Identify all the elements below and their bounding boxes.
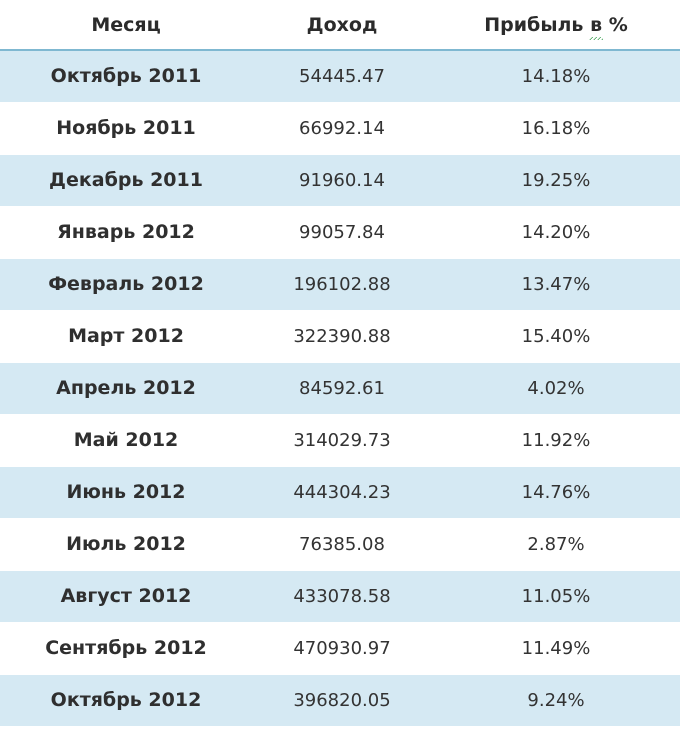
header-row: Месяц Доход Прибыль в % — [0, 0, 680, 51]
cell-month: Июль 2012 — [0, 517, 252, 570]
cell-income: 396820.05 — [252, 673, 432, 726]
table-row: Май 2012 314029.73 11.92% — [0, 413, 680, 466]
table-header: Месяц Доход Прибыль в % — [0, 0, 680, 51]
cell-income: 76385.08 — [252, 517, 432, 570]
table-row: Апрель 2012 84592.61 4.02% — [0, 361, 680, 414]
cell-income: 84592.61 — [252, 361, 432, 414]
table-row: Июнь 2012 444304.23 14.76% — [0, 465, 680, 518]
table-row: Декабрь 2011 91960.14 19.25% — [0, 153, 680, 206]
table-row: Июль 2012 76385.08 2.87% — [0, 517, 680, 570]
header-profit-label: Прибыль в % — [484, 13, 628, 40]
cell-month: Октябрь 2011 — [0, 49, 252, 102]
cell-income: 322390.88 — [252, 309, 432, 362]
cell-month: Октябрь 2012 — [0, 673, 252, 726]
header-income: Доход — [252, 0, 432, 51]
cell-profit: 11.49% — [432, 621, 680, 674]
cell-income: 433078.58 — [252, 569, 432, 622]
cell-profit: 11.05% — [432, 569, 680, 622]
cell-income: 99057.84 — [252, 205, 432, 258]
cell-profit: 16.18% — [432, 101, 680, 154]
cell-month: Декабрь 2011 — [0, 153, 252, 206]
cell-month: Апрель 2012 — [0, 361, 252, 414]
table-row: Сентябрь 2012 470930.97 11.49% — [0, 621, 680, 674]
cell-profit: 14.18% — [432, 49, 680, 102]
cell-profit: 19.25% — [432, 153, 680, 206]
cell-month: Август 2012 — [0, 569, 252, 622]
table-row: Январь 2012 99057.84 14.20% — [0, 205, 680, 258]
cell-month: Ноябрь 2011 — [0, 101, 252, 154]
table-row: Март 2012 322390.88 15.40% — [0, 309, 680, 362]
spellcheck-word: в — [589, 13, 604, 40]
table-row: Октябрь 2012 396820.05 9.24% — [0, 673, 680, 726]
cell-income: 444304.23 — [252, 465, 432, 518]
cell-income: 66992.14 — [252, 101, 432, 154]
table-body: Октябрь 2011 54445.47 14.18% Ноябрь 2011 669… — [0, 49, 680, 726]
table-row: Август 2012 433078.58 11.05% — [0, 569, 680, 622]
cell-profit: 11.92% — [432, 413, 680, 466]
cell-month: Январь 2012 — [0, 205, 252, 258]
cell-profit: 14.76% — [432, 465, 680, 518]
table-row: Февраль 2012 196102.88 13.47% — [0, 257, 680, 310]
cell-month: Февраль 2012 — [0, 257, 252, 310]
cell-profit: 9.24% — [432, 673, 680, 726]
cell-profit: 15.40% — [432, 309, 680, 362]
cell-month: Март 2012 — [0, 309, 252, 362]
table-row: Октябрь 2011 54445.47 14.18% — [0, 49, 680, 102]
header-profit: Прибыль в % — [432, 0, 680, 51]
cell-income: 91960.14 — [252, 153, 432, 206]
cell-profit: 14.20% — [432, 205, 680, 258]
cell-month: Сентябрь 2012 — [0, 621, 252, 674]
cell-income: 470930.97 — [252, 621, 432, 674]
cell-profit: 2.87% — [432, 517, 680, 570]
cell-profit: 4.02% — [432, 361, 680, 414]
header-month: Месяц — [0, 0, 252, 51]
cell-income: 314029.73 — [252, 413, 432, 466]
cell-income: 196102.88 — [252, 257, 432, 310]
cell-month: Июнь 2012 — [0, 465, 252, 518]
cell-month: Май 2012 — [0, 413, 252, 466]
cell-income: 54445.47 — [252, 49, 432, 102]
cell-profit: 13.47% — [432, 257, 680, 310]
table-row: Ноябрь 2011 66992.14 16.18% — [0, 101, 680, 154]
